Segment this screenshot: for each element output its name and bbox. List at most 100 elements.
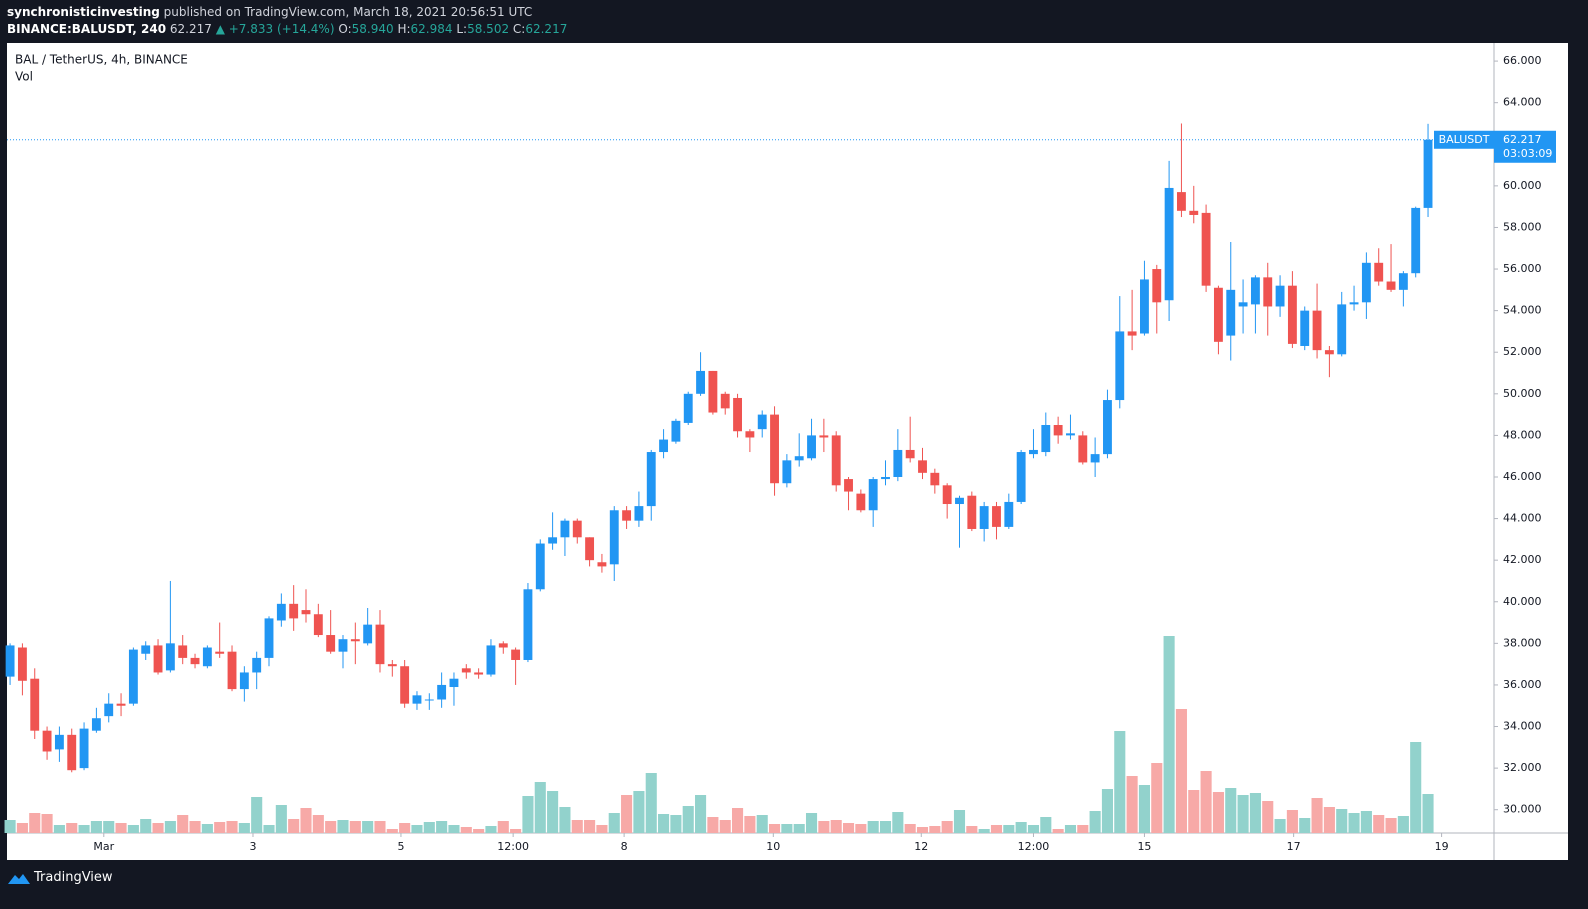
candle-body	[979, 506, 989, 529]
candle-body	[881, 476, 890, 480]
l-value: 58.502	[467, 22, 510, 36]
countdown: 03:03:09	[1503, 147, 1552, 160]
candle-body	[1275, 285, 1285, 307]
volume-bar	[78, 825, 90, 833]
publish-line: synchronisticinvesting published on Trad…	[7, 4, 567, 21]
volume-bar	[238, 823, 250, 833]
candle-body	[215, 651, 225, 654]
candle-body	[412, 695, 422, 704]
x-tick-label: 15	[1137, 840, 1151, 853]
volume-bar	[1225, 788, 1237, 833]
volume-bar	[732, 808, 744, 833]
candle-body	[1324, 350, 1334, 355]
volume-bar	[522, 796, 534, 833]
candle-body	[745, 431, 755, 438]
candle-body	[116, 703, 126, 706]
volume-bar	[1262, 801, 1274, 833]
candle-body	[708, 370, 718, 413]
candle-body	[264, 618, 274, 658]
volume-bar	[855, 824, 867, 833]
volume-bar	[916, 827, 929, 833]
candle-body	[548, 537, 558, 544]
volume-bar	[966, 826, 978, 833]
volume-bar	[29, 813, 41, 833]
volume-bar	[1311, 798, 1323, 833]
candle-body	[1300, 310, 1310, 346]
candle-body	[511, 649, 521, 660]
candle-body	[1078, 435, 1088, 463]
volume-bar	[682, 806, 694, 833]
candle-body	[165, 643, 175, 671]
y-tick-label: 42.000	[1503, 553, 1542, 566]
volume-bar	[374, 821, 386, 833]
candle-body	[844, 479, 853, 492]
volume-bar	[226, 821, 238, 833]
candle-body	[301, 610, 311, 615]
candle-body	[227, 651, 237, 690]
l-label: L:	[456, 22, 468, 36]
volume-bar	[1052, 829, 1064, 833]
volume-bar	[1077, 825, 1089, 833]
candle-body	[326, 635, 336, 652]
volume-bar	[633, 791, 645, 833]
volume-bar	[1064, 825, 1077, 833]
x-tick-label: 5	[397, 840, 404, 853]
volume-bar	[904, 824, 916, 833]
volume-bar	[510, 829, 522, 833]
candle-body	[831, 435, 841, 486]
x-tick-label: 19	[1435, 840, 1449, 853]
y-tick-label: 64.000	[1503, 96, 1542, 109]
candle-body	[363, 624, 373, 644]
volume-bar	[436, 821, 448, 833]
candle-body	[646, 452, 656, 507]
volume-bar	[312, 815, 324, 833]
candle-body	[696, 370, 706, 394]
o-label: O:	[338, 22, 352, 36]
volume-title: Vol	[15, 70, 33, 84]
volume-bar	[670, 815, 682, 833]
volume-bar	[4, 820, 16, 833]
candle-body	[905, 449, 915, 459]
volume-bar	[275, 805, 287, 833]
price: 62.217	[169, 22, 212, 36]
y-tick-label: 46.000	[1503, 470, 1542, 483]
volume-bar	[1138, 785, 1150, 833]
volume-bar	[127, 825, 139, 833]
volume-bar	[90, 821, 102, 833]
volume-bar	[53, 825, 65, 833]
y-tick-label: 50.000	[1503, 387, 1542, 400]
y-tick-label: 56.000	[1503, 262, 1542, 275]
volume-bar	[1422, 794, 1434, 833]
volume-bar	[842, 823, 855, 833]
candle-body	[1349, 302, 1359, 305]
footer: TradingView	[8, 870, 113, 885]
candle-body	[387, 664, 397, 667]
volume-bar	[596, 825, 608, 833]
candle-body	[1201, 212, 1211, 286]
x-tick-label: 3	[249, 840, 256, 853]
published: published on TradingView.com, March 18, …	[163, 5, 533, 19]
volume-bar	[1410, 742, 1422, 833]
volume-bar	[1274, 819, 1286, 833]
volume-bar	[473, 829, 485, 833]
candle-body	[1423, 139, 1433, 208]
volume-bar	[953, 810, 966, 833]
candle-body	[794, 456, 804, 461]
candle-body	[671, 420, 681, 442]
volume-bar	[300, 808, 312, 833]
candle-body	[572, 520, 582, 538]
candle-body	[1152, 269, 1162, 303]
candle-body	[1226, 289, 1236, 336]
candle-body	[1386, 281, 1396, 290]
volume-bar	[448, 825, 460, 833]
volume-bar	[177, 815, 189, 833]
candle-body	[1411, 207, 1421, 274]
y-tick-label: 32.000	[1503, 761, 1542, 774]
chart-background	[7, 43, 1568, 860]
candle-body	[1361, 262, 1371, 303]
volume-bar	[892, 812, 904, 833]
candle-body	[622, 510, 632, 521]
volume-bar	[621, 795, 633, 833]
volume-bar	[1101, 789, 1114, 833]
